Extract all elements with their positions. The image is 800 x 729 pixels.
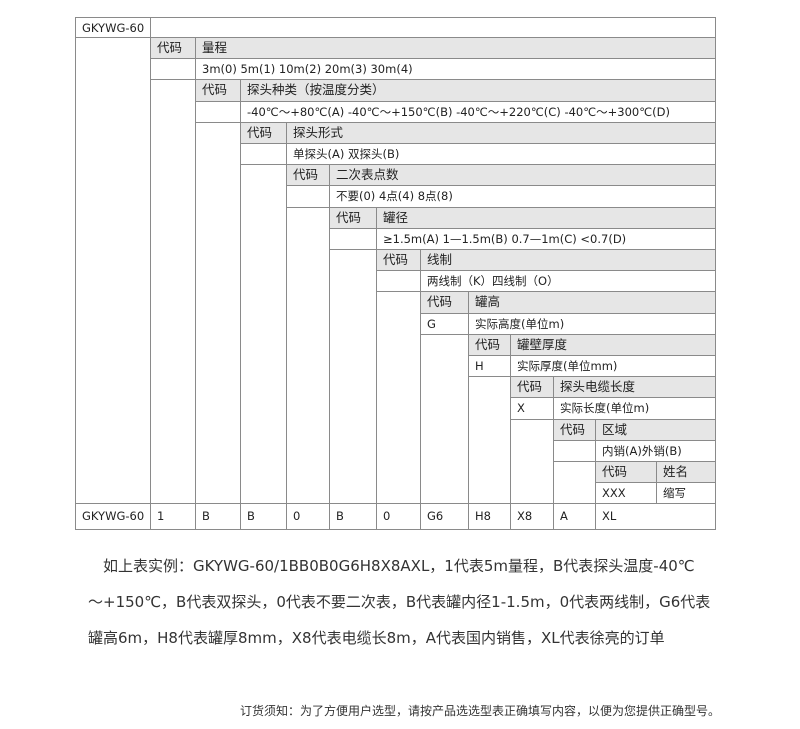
code-cell bbox=[150, 58, 196, 81]
selection-table: GKYWG-60 代码 量程 3m(0) 5m(1) 10m(2) 20m(3) 30… bbox=[75, 17, 716, 531]
code-header: 代码 bbox=[286, 164, 330, 187]
code-cell bbox=[195, 100, 241, 123]
code-cell bbox=[240, 143, 287, 166]
spacer-cell bbox=[329, 249, 377, 505]
options-cell: 3m(0) 5m(1) 10m(2) 20m(3) 30m(4) bbox=[195, 58, 716, 81]
options-cell: -40℃～+80℃(A) -40℃～+150℃(B) -40℃～+220℃(C)… bbox=[240, 100, 716, 123]
paragraph-line: ～+150℃，B代表双探头，0代表不要二次表，B代表罐内径1-1.5m，0代表两… bbox=[88, 593, 711, 611]
code-cell: H bbox=[468, 355, 511, 378]
spacer-cell bbox=[468, 376, 511, 505]
level-title: 姓名 bbox=[656, 461, 716, 484]
paragraph-line: 罐高6m，H8代表罐厚8mm，X8代表电缆长8m，A代表国内销售，XL代表徐亮的… bbox=[88, 629, 665, 647]
level-title: 线制 bbox=[420, 249, 716, 272]
code-cell: X bbox=[510, 397, 554, 420]
level-title: 罐径 bbox=[376, 206, 716, 229]
example-row-cell: 0 bbox=[286, 503, 330, 531]
code-header: 代码 bbox=[150, 37, 196, 60]
example-row-cell: XL bbox=[595, 503, 716, 531]
code-cell bbox=[329, 227, 377, 250]
code-cell bbox=[286, 185, 330, 208]
example-row-cell: 0 bbox=[376, 503, 421, 531]
order-notice: 订货须知：为了方便用户选型，请按产品选选型表正确填写内容，以便为您提供正确型号。 bbox=[239, 704, 720, 718]
options-cell: 缩写 bbox=[656, 482, 716, 505]
level-title: 探头电缆长度 bbox=[553, 376, 716, 399]
example-row-cell: G6 bbox=[420, 503, 469, 531]
level-title: 量程 bbox=[195, 37, 716, 60]
code-header: 代码 bbox=[376, 249, 421, 272]
level-title: 探头种类（按温度分类） bbox=[240, 79, 716, 102]
options-cell: 内销(A)外销(B) bbox=[595, 439, 716, 462]
paragraph-line: 如上表实例：GKYWG-60/1BB0B0G6H8X8AXL，1代表5m量程，B… bbox=[88, 557, 695, 575]
code-header: 代码 bbox=[553, 418, 596, 441]
level-title: 探头形式 bbox=[286, 121, 716, 144]
code-header: 代码 bbox=[195, 79, 241, 102]
model-cell: GKYWG-60 bbox=[75, 17, 151, 38]
spacer-cell bbox=[75, 37, 151, 505]
code-cell: G bbox=[420, 312, 469, 335]
options-cell: ≥1.5m(A) 1—1.5m(B) 0.7—1m(C) <0.7(D) bbox=[376, 227, 716, 250]
example-row-cell: A bbox=[553, 503, 596, 531]
spacer-cell bbox=[286, 206, 330, 505]
level-title: 区域 bbox=[595, 418, 716, 441]
example-row-cell: H8 bbox=[468, 503, 511, 531]
code-cell bbox=[376, 270, 421, 293]
example-row-cell: B bbox=[195, 503, 241, 531]
title-blank-cell bbox=[150, 17, 716, 38]
code-cell bbox=[553, 439, 596, 462]
spacer-cell bbox=[376, 291, 421, 505]
level-title: 罐高 bbox=[468, 291, 716, 314]
options-cell: 单探头(A) 双探头(B) bbox=[286, 143, 716, 166]
spacer-cell bbox=[420, 333, 469, 505]
example-row-cell: X8 bbox=[510, 503, 554, 531]
spacer-cell bbox=[240, 164, 287, 505]
code-header: 代码 bbox=[595, 461, 657, 484]
example-paragraph: 如上表实例：GKYWG-60/1BB0B0G6H8X8AXL，1代表5m量程，B… bbox=[88, 548, 768, 656]
options-cell: 两线制（K）四线制（O） bbox=[420, 270, 716, 293]
options-cell: 不要(0) 4点(4) 8点(8) bbox=[329, 185, 716, 208]
level-title: 罐壁厚度 bbox=[510, 333, 716, 356]
level-title: 二次表点数 bbox=[329, 164, 716, 187]
example-row-cell: GKYWG-60 bbox=[75, 503, 151, 531]
code-header: 代码 bbox=[468, 333, 511, 356]
spacer-cell bbox=[195, 121, 241, 505]
code-cell: XXX bbox=[595, 482, 657, 505]
code-header: 代码 bbox=[510, 376, 554, 399]
example-row-cell: 1 bbox=[150, 503, 196, 531]
spacer-cell bbox=[510, 418, 554, 505]
options-cell: 实际高度(单位m) bbox=[468, 312, 716, 335]
code-header: 代码 bbox=[329, 206, 377, 229]
options-cell: 实际长度(单位m) bbox=[553, 397, 716, 420]
spacer-cell bbox=[150, 79, 196, 505]
example-row-cell: B bbox=[240, 503, 287, 531]
options-cell: 实际厚度(单位mm) bbox=[510, 355, 716, 378]
code-header: 代码 bbox=[240, 121, 287, 144]
spacer-cell bbox=[553, 461, 596, 505]
code-header: 代码 bbox=[420, 291, 469, 314]
example-row-cell: B bbox=[329, 503, 377, 531]
